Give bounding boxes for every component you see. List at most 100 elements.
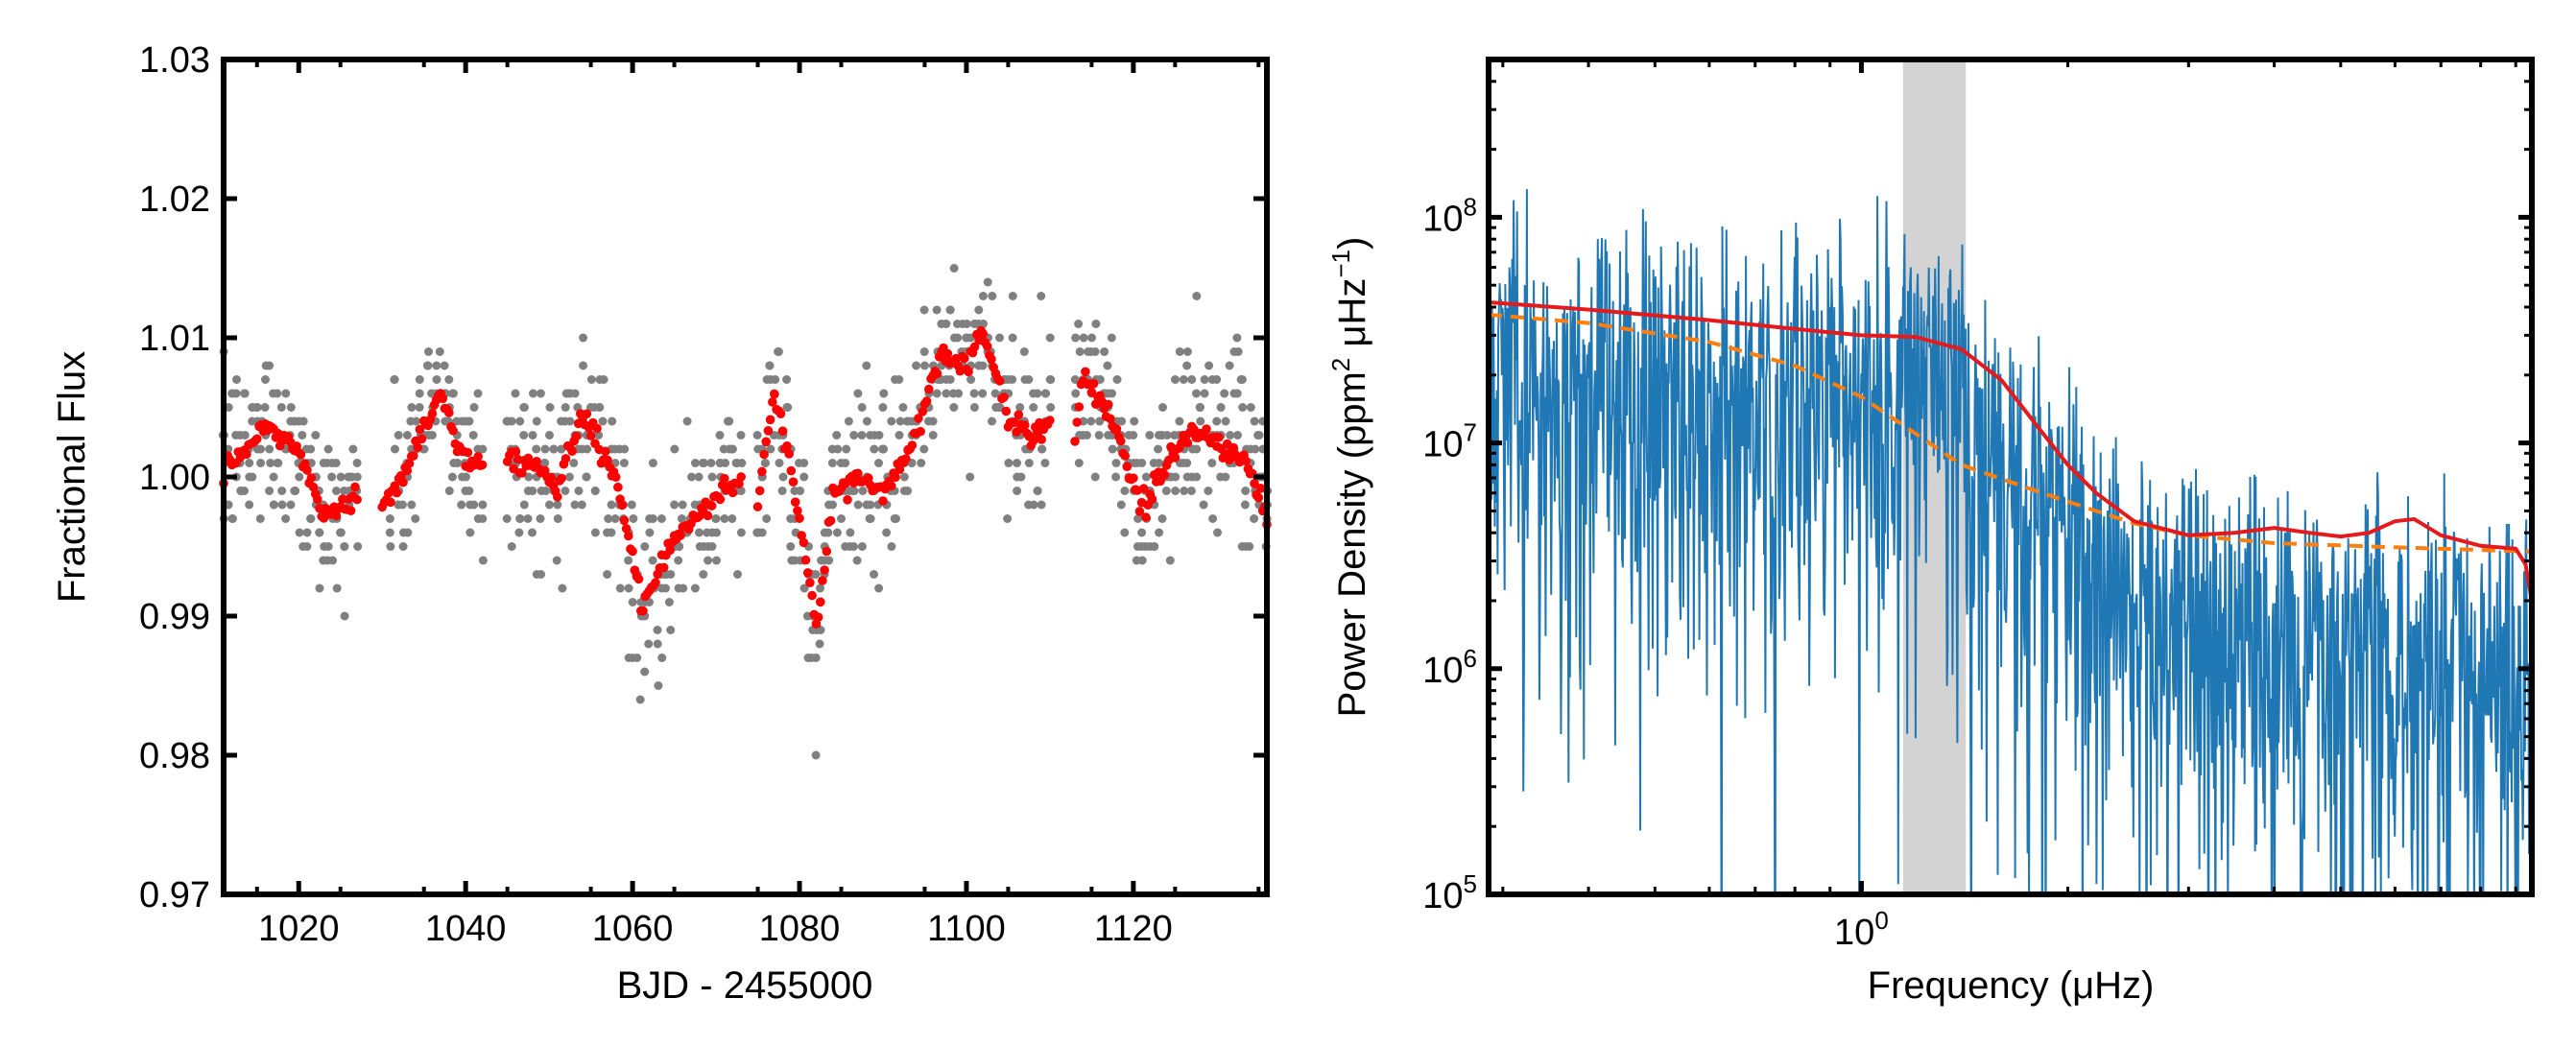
raw-flux-point (833, 444, 843, 454)
power-spectrum-frame (1486, 57, 2535, 897)
raw-flux-point (594, 431, 604, 440)
raw-flux-point (1180, 487, 1189, 495)
raw-flux-point (878, 403, 888, 412)
raw-flux-point (721, 459, 730, 467)
smoothed-flux-point (1086, 388, 1097, 397)
raw-flux-point (507, 416, 516, 426)
y-tick-label: 0.98 (139, 736, 210, 776)
raw-flux-point (737, 459, 747, 467)
raw-flux-point (811, 654, 821, 662)
raw-flux-point (674, 556, 683, 565)
raw-flux-point (1155, 459, 1163, 467)
smoothed-flux-point (1138, 484, 1149, 493)
raw-flux-point (932, 389, 942, 398)
raw-flux-point (1008, 292, 1017, 300)
raw-flux-point (1192, 292, 1202, 300)
raw-flux-point (853, 500, 863, 510)
raw-flux-point (302, 528, 312, 537)
raw-flux-point (1112, 375, 1122, 384)
smoothed-flux-point (761, 437, 771, 447)
raw-flux-point (695, 528, 704, 537)
y-tick-label: 105 (1422, 869, 1477, 916)
frequency-band-highlight (1902, 59, 1967, 894)
raw-flux-point (698, 459, 707, 467)
smoothed-flux-point (799, 537, 809, 548)
raw-flux-point (945, 375, 955, 384)
smoothed-flux-point (942, 348, 953, 359)
raw-flux-point (1041, 389, 1051, 398)
smoothed-flux-point (768, 397, 777, 407)
raw-flux-point (577, 500, 586, 510)
raw-flux-point (590, 528, 600, 537)
smoothed-flux-point (398, 477, 408, 487)
smoothed-flux-point (392, 487, 402, 498)
raw-flux-point (1090, 472, 1100, 482)
raw-flux-point (1095, 375, 1105, 384)
raw-flux-point (1008, 375, 1017, 384)
raw-flux-point (1204, 487, 1213, 495)
raw-flux-point (515, 416, 525, 426)
raw-flux-point (664, 598, 674, 606)
raw-flux-point (811, 570, 821, 579)
smoothed-flux-point (409, 451, 418, 461)
raw-flux-point (298, 416, 308, 426)
raw-flux-point (1033, 487, 1042, 495)
smoothed-flux-point (413, 442, 423, 453)
raw-flux-point (699, 570, 708, 579)
raw-flux-point (752, 431, 762, 440)
smoothed-flux-point (427, 409, 438, 418)
raw-flux-point (879, 389, 889, 398)
raw-flux-point (415, 375, 424, 384)
raw-flux-point (281, 514, 291, 523)
smoothed-flux-point (901, 454, 911, 464)
smoothed-flux-point (914, 414, 923, 423)
smoothed-flux-point (706, 501, 717, 511)
raw-flux-point (983, 277, 992, 287)
raw-flux-point (574, 487, 584, 495)
raw-flux-point (757, 528, 767, 537)
raw-flux-point (1182, 361, 1192, 370)
raw-flux-point (1094, 431, 1104, 440)
smoothed-flux-point (924, 384, 934, 394)
raw-flux-point (248, 472, 257, 482)
raw-flux-point (260, 403, 270, 412)
raw-flux-point (898, 403, 908, 412)
raw-flux-point (1111, 459, 1121, 467)
smoothed-flux-point (561, 454, 571, 464)
raw-flux-point (1207, 459, 1217, 467)
raw-flux-point (727, 514, 737, 523)
smoothed-flux-point (825, 515, 836, 526)
raw-flux-point (295, 472, 304, 482)
raw-flux-point (1024, 459, 1034, 467)
y-tick-label: 107 (1422, 418, 1477, 465)
raw-flux-point (336, 528, 346, 537)
raw-flux-point (1141, 472, 1151, 482)
raw-flux-point (1250, 514, 1259, 523)
raw-flux-point (978, 389, 988, 398)
smoothed-flux-point (1255, 484, 1266, 493)
raw-flux-point (1107, 333, 1116, 343)
raw-flux-point (552, 556, 561, 565)
raw-flux-point (599, 375, 608, 384)
raw-flux-point (514, 528, 524, 537)
raw-flux-point (256, 444, 266, 454)
raw-flux-point (240, 487, 249, 495)
raw-flux-point (1233, 347, 1243, 356)
smoothed-flux-point (1129, 473, 1138, 484)
raw-flux-point (1192, 472, 1202, 482)
raw-flux-point (432, 375, 441, 384)
raw-flux-point (632, 654, 642, 662)
raw-flux-point (411, 514, 420, 523)
raw-flux-point (245, 459, 254, 467)
smoothed-flux-point (736, 472, 746, 482)
smoothed-flux-point (822, 546, 832, 557)
smoothed-flux-point (793, 506, 802, 515)
raw-flux-point (761, 459, 770, 467)
x-tick-base: 10 (1834, 913, 1874, 953)
raw-flux-point (1241, 487, 1251, 495)
raw-flux-point (582, 472, 591, 482)
raw-flux-point (628, 598, 637, 606)
raw-flux-point (653, 639, 662, 649)
raw-flux-point (1154, 444, 1163, 454)
power-spectrum-y-axis-label: Power Density (ppm2 μHz−1) (1326, 237, 1373, 718)
